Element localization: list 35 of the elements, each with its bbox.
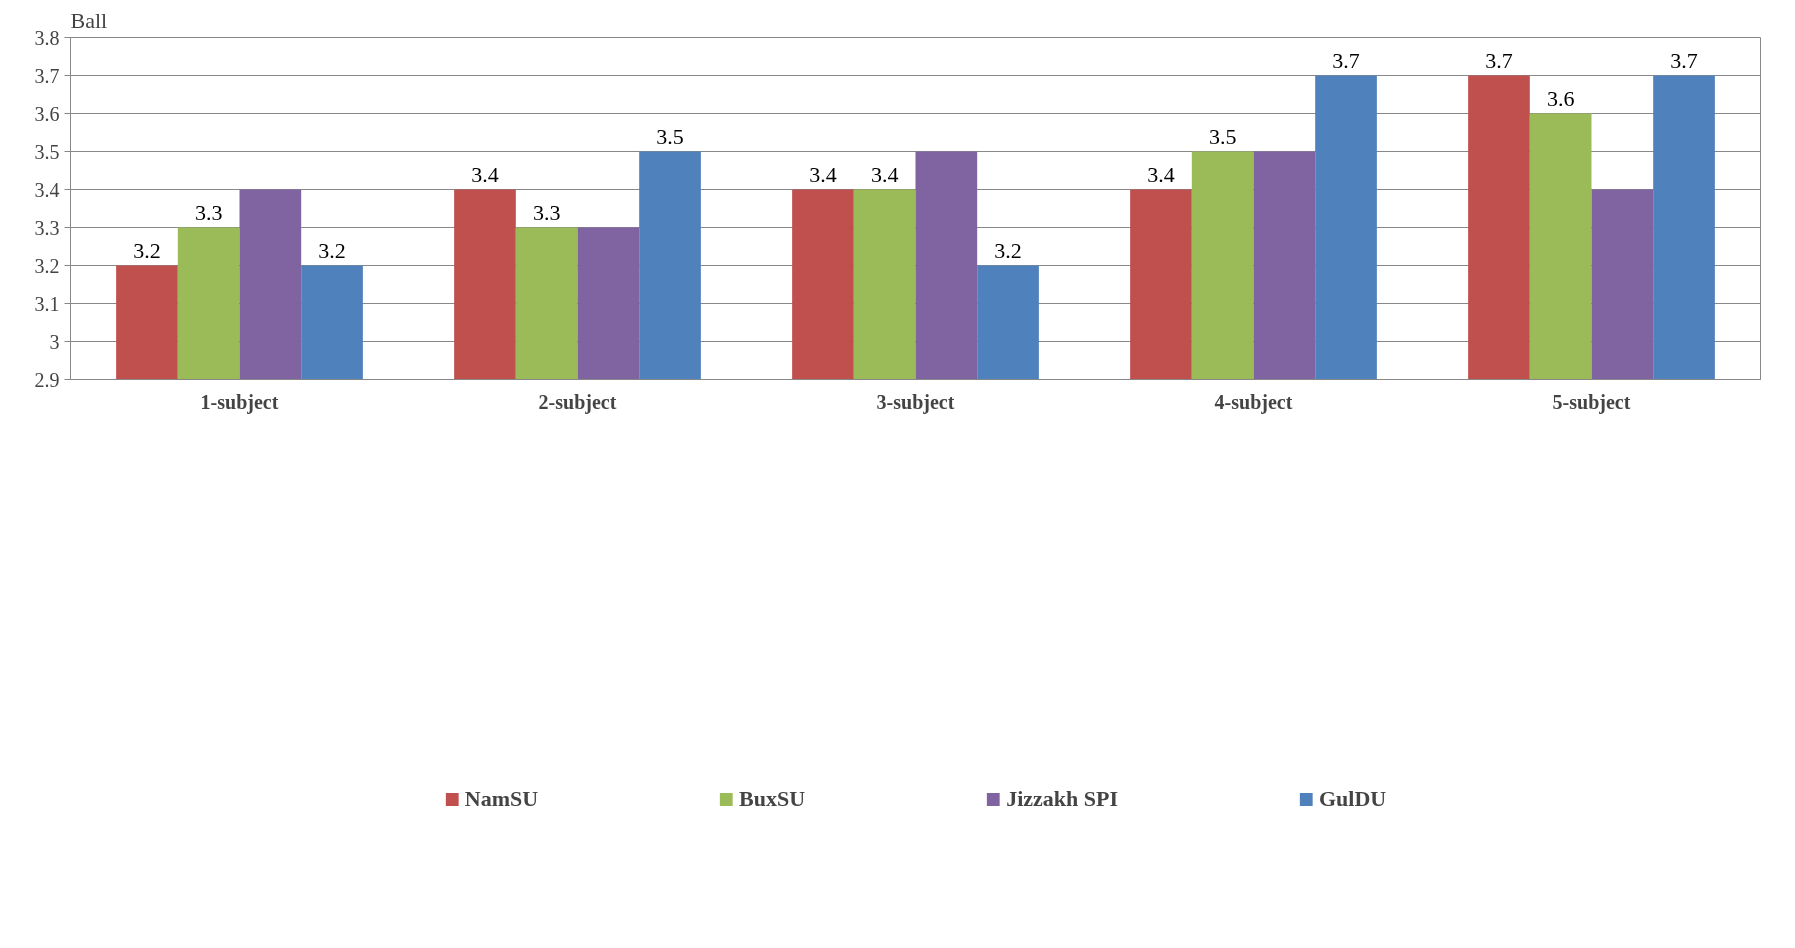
data-label: 3.7 [1485,47,1513,73]
data-label: 3.6 [1546,85,1575,111]
legend-label: GulDU [1319,785,1387,812]
data-label: 3.5 [656,123,684,149]
y-tick-label: 3.6 [34,102,60,125]
data-label: 3.4 [870,161,899,187]
legend-label: BuxSU [739,785,806,812]
data-label: 3.2 [318,237,346,263]
y-tick-label: 3.5 [34,140,60,163]
data-label: 3.2 [994,237,1022,263]
legend-label: NamSU [464,785,539,812]
x-tick-label: 1-subject [200,390,279,414]
y-tick-label: 3.8 [34,26,60,49]
x-tick-label: 3-subject [876,390,955,414]
x-tick-label: 5-subject [1552,390,1631,414]
data-label: 3.4 [1147,161,1175,187]
data-label: 3.4 [471,161,499,187]
y-tick-label: 3.1 [34,292,60,315]
data-label: 3.7 [1332,47,1360,73]
y-tick-label: 3.4 [34,178,60,201]
data-label: 3.3 [532,199,561,225]
data-label: 3.7 [1670,47,1698,73]
data-label: 3.3 [194,199,223,225]
y-axis-title: Ball [70,7,108,33]
x-tick-label: 4-subject [1214,390,1293,414]
y-tick-label: 3.3 [34,216,60,239]
y-tick-label: 3.7 [34,64,60,87]
y-tick-label: 3.2 [34,254,60,277]
data-label: 3.2 [133,237,161,263]
x-tick-label: 2-subject [538,390,617,414]
y-tick-label: 2.9 [34,368,60,391]
data-label: 3.5 [1208,123,1237,149]
legend-label: Jizzakh SPI [1006,785,1118,812]
data-label: 3.4 [809,161,837,187]
y-tick-label: 3 [49,330,60,353]
